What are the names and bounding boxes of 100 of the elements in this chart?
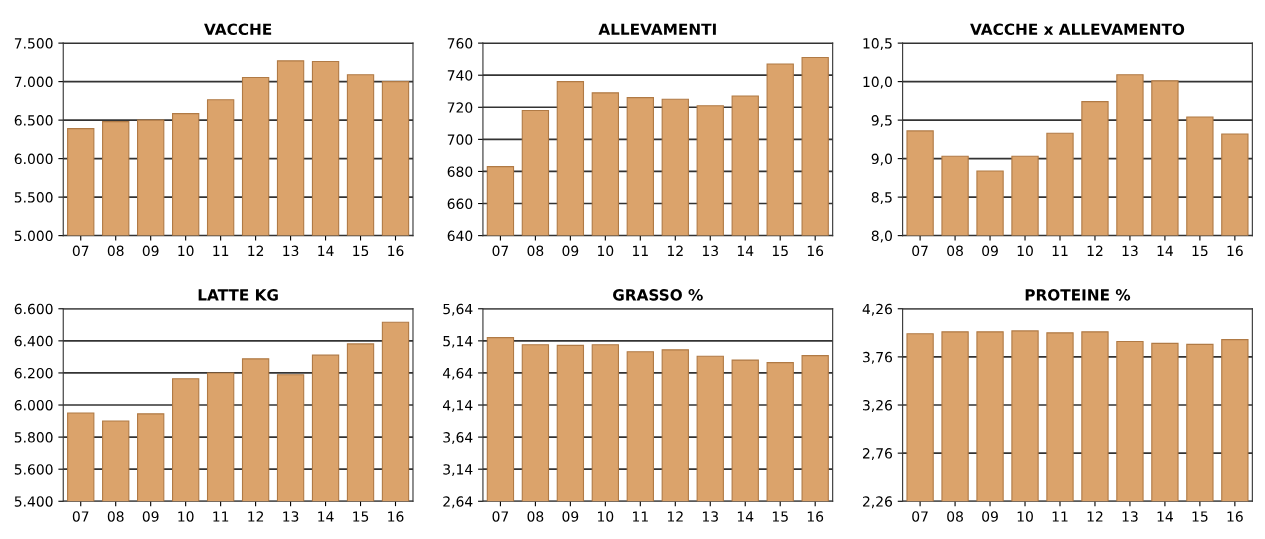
x-tick-label: 15: [353, 511, 369, 522]
x-tick-label: 11: [213, 511, 229, 522]
x-tick-label: 08: [947, 511, 963, 522]
y-tick-label: 8,0: [871, 230, 892, 243]
chart-title: VACCHE: [204, 23, 272, 35]
y-tick-label: 4,14: [442, 400, 473, 412]
x-tick-label: 07: [72, 511, 89, 522]
y-tick-label: 4,26: [862, 303, 893, 316]
y-tick-label: 3,76: [863, 351, 893, 364]
x-tick-label: 08: [947, 245, 963, 257]
x-tick-label: 15: [1192, 511, 1208, 522]
x-tick-label: 14: [737, 245, 754, 256]
x-tick-label: 16: [1227, 511, 1243, 522]
y-tick-label: 10,5: [863, 38, 892, 51]
y-tick-label: 2,76: [862, 448, 893, 461]
y-tick-label: 6.400: [14, 335, 53, 347]
x-tick-label: 11: [1052, 511, 1068, 522]
x-tick-label: 14: [1157, 245, 1173, 256]
x-tick-label: 15: [772, 245, 788, 257]
y-tick-label: 700: [447, 134, 473, 145]
x-tick-label: 13: [1122, 511, 1138, 522]
x-tick-label: 09: [982, 511, 998, 522]
x-tick-label: 07: [912, 245, 928, 257]
y-tick-label: 640: [447, 230, 473, 242]
y-tick-label: 3,14: [443, 464, 473, 477]
x-tick-label: 15: [1192, 245, 1208, 257]
x-tick-label: 14: [318, 245, 334, 256]
x-tick-label: 12: [1087, 511, 1103, 522]
x-tick-label: 07: [492, 245, 509, 257]
y-tick-label: 5.000: [14, 230, 53, 242]
x-tick-label: 12: [667, 245, 683, 256]
y-tick-label: 5.600: [14, 464, 53, 475]
chart-title: LATTE KG: [198, 289, 278, 301]
y-tick-label: 6.600: [14, 303, 53, 315]
y-tick-label: 6.500: [14, 115, 53, 126]
chart-title: PROTEINE %: [1025, 289, 1131, 301]
x-tick-label: 10: [178, 245, 194, 257]
x-tick-label: 09: [142, 511, 159, 522]
x-tick-label: 12: [248, 511, 264, 522]
y-tick-label: 5.500: [14, 192, 53, 203]
y-tick-label: 6.000: [14, 153, 53, 165]
x-tick-label: 07: [72, 245, 89, 257]
x-tick-label: 11: [633, 511, 648, 522]
x-tick-label: 14: [1157, 511, 1173, 522]
x-tick-label: 13: [283, 245, 299, 257]
chart-title: GRASSO %: [613, 289, 703, 301]
x-tick-label: 13: [702, 511, 718, 522]
y-tick-label: 6.200: [14, 367, 53, 379]
y-tick-label: 5,64: [443, 303, 473, 316]
x-tick-label: 08: [527, 245, 544, 257]
y-tick-label: 2,26: [862, 496, 893, 509]
y-tick-label: 760: [447, 38, 473, 49]
x-tick-label: 09: [982, 245, 998, 257]
x-tick-label: 14: [318, 511, 334, 522]
y-tick-label: 7.000: [14, 76, 53, 88]
y-tick-label: 10,0: [863, 76, 892, 89]
x-tick-label: 15: [353, 245, 369, 257]
y-tick-label: 3,26: [863, 399, 893, 412]
y-tick-label: 3,64: [443, 432, 473, 444]
y-tick-label: 720: [447, 102, 473, 113]
x-tick-label: 11: [213, 245, 229, 256]
x-tick-label: 08: [107, 511, 124, 522]
x-tick-label: 07: [912, 511, 928, 522]
y-tick-label: 9,5: [871, 115, 892, 128]
x-tick-label: 15: [772, 511, 788, 522]
x-tick-label: 07: [492, 511, 509, 522]
x-tick-label: 14: [737, 511, 754, 522]
x-tick-label: 09: [562, 511, 579, 522]
x-tick-label: 12: [248, 245, 264, 256]
y-tick-label: 9,0: [871, 153, 892, 166]
y-tick-label: 5,14: [443, 336, 473, 348]
x-tick-label: 16: [1227, 245, 1243, 257]
x-tick-label: 11: [633, 245, 648, 256]
y-tick-label: 7.500: [14, 38, 53, 49]
x-tick-label: 16: [807, 245, 824, 257]
y-tick-label: 4,64: [442, 367, 473, 380]
x-tick-label: 11: [1052, 245, 1068, 256]
chart-title: VACCHE x ALLEVAMENTO: [970, 23, 1185, 35]
x-tick-label: 16: [388, 511, 404, 522]
y-tick-label: 660: [447, 198, 473, 210]
chart-title: ALLEVAMENTI: [598, 23, 716, 35]
y-tick-label: 740: [447, 70, 473, 81]
x-tick-label: 16: [388, 245, 404, 257]
x-tick-label: 13: [1122, 245, 1138, 257]
x-tick-label: 10: [178, 511, 194, 522]
y-tick-label: 680: [447, 166, 473, 177]
y-tick-label: 6.000: [14, 399, 53, 411]
x-tick-label: 12: [667, 511, 683, 522]
x-tick-label: 10: [1017, 245, 1033, 257]
x-tick-label: 09: [142, 245, 159, 257]
y-tick-label: 5.800: [14, 432, 53, 443]
x-tick-label: 13: [702, 245, 718, 257]
x-tick-label: 16: [807, 511, 824, 522]
x-tick-label: 08: [107, 245, 124, 257]
y-tick-label: 8,5: [871, 192, 892, 205]
x-tick-label: 12: [1087, 245, 1103, 256]
x-tick-label: 08: [527, 511, 544, 522]
x-tick-label: 10: [1017, 511, 1033, 522]
x-tick-label: 10: [598, 511, 614, 522]
y-tick-label: 5.400: [14, 496, 53, 507]
